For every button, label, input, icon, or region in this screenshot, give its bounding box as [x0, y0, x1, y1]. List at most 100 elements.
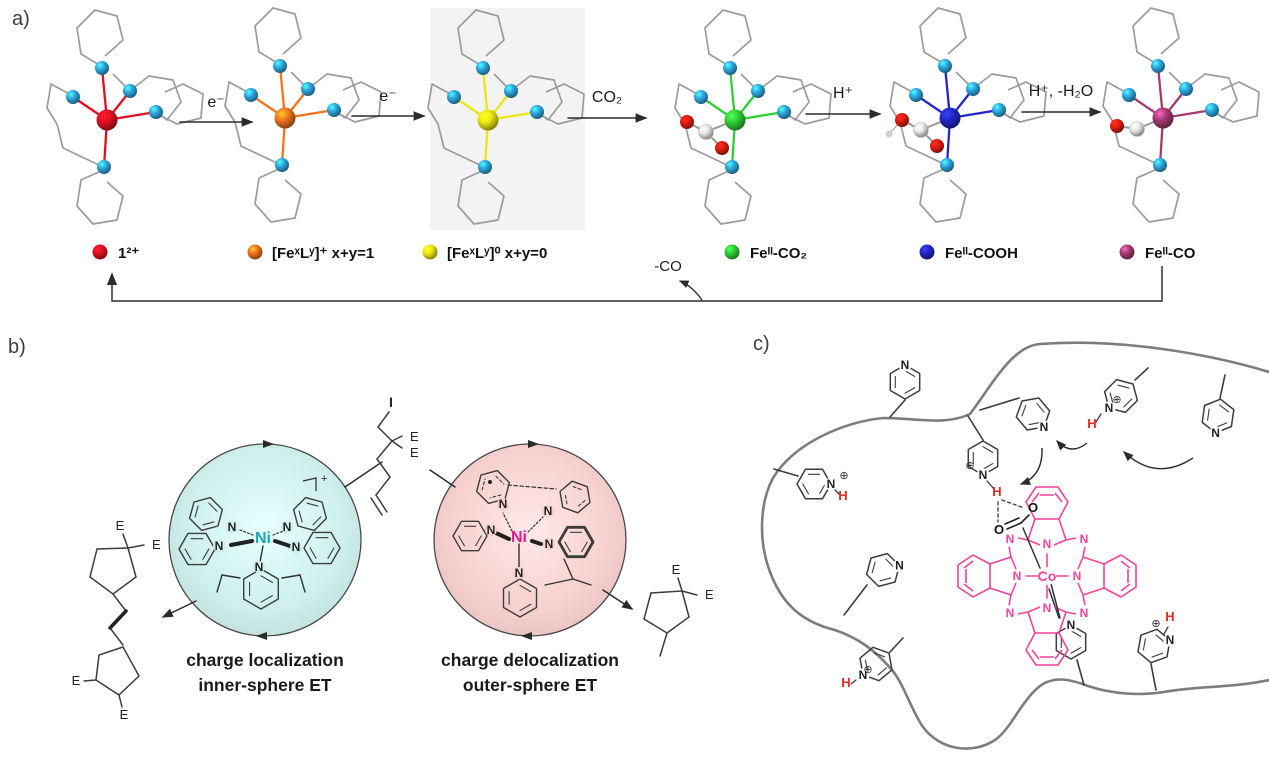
legend-item-3: [FeˣLʸ]⁰ x+y=0: [422, 244, 547, 262]
fe-complex-4: [674, 9, 832, 225]
nitrogen-atom: [694, 90, 708, 104]
caption-line1: charge delocalization: [441, 650, 619, 670]
panel-b-label: b): [8, 336, 26, 358]
nitrogen-atom: [275, 158, 289, 172]
proton-shuttle-arrow-1: [1019, 447, 1043, 485]
nitrogen-atom: [478, 160, 492, 174]
legend-item-2: [FeˣLʸ]⁺ x+y=1: [247, 244, 374, 262]
product-arrow-left: [161, 600, 197, 618]
pyridine-n-label: N: [1105, 401, 1114, 415]
pyrrole-n-label: N: [1073, 569, 1082, 583]
legend-dot: [422, 244, 438, 260]
legend-label: [FeˣLʸ]⁺ x+y=1: [272, 245, 374, 262]
metal-center: [724, 109, 746, 131]
legend-dot: [919, 244, 935, 260]
pyridine-n-label: N: [901, 358, 910, 372]
nitrogen-atom: [244, 88, 258, 102]
reaction-arrow-label: CO₂: [592, 89, 622, 106]
pyrrole-n-label: N: [1013, 569, 1022, 583]
aza-bridge-n-label: N: [1006, 532, 1015, 546]
nitrogen-atom: [777, 105, 791, 119]
n-donor-label: N: [283, 520, 292, 534]
n-donor-label: N: [292, 540, 301, 554]
ester-label: E: [672, 562, 681, 577]
ni-center-label: Ni: [255, 530, 271, 547]
nitrogen-atom: [504, 84, 518, 98]
dimer-product: E E E E: [72, 518, 161, 722]
highlight-box: [430, 8, 585, 230]
positive-charge-icon: ⊕: [1112, 394, 1121, 406]
fe-complex-6: [1102, 7, 1260, 223]
cycle-return-arrow: -CO: [106, 258, 1163, 302]
radical-dot: [488, 480, 492, 484]
pyridine-n-label: N: [827, 477, 836, 491]
co-carboxylate-bond: [1022, 527, 1041, 569]
legend-item-6: Feᴵᴵ-CO: [1119, 244, 1196, 262]
nitrogen-atom: [940, 158, 954, 172]
pyridinium-top-right: N⊕ H: [1087, 367, 1149, 431]
nitrogen-atom: [1122, 88, 1136, 102]
iodide-label: I: [389, 394, 393, 410]
nitrogen-atom: [273, 59, 287, 73]
co-pyridine-bond: [1050, 583, 1061, 619]
co-ligand: [1110, 117, 1164, 137]
pyridine-far-right: N: [1201, 374, 1235, 440]
reaction-arrow-4: H⁺: [805, 85, 882, 119]
panel-a-label: a): [12, 8, 30, 30]
co-release-arrow: [678, 280, 703, 301]
proton-shuttle-arrow-3: [1122, 451, 1194, 470]
nitrogen-atom: [97, 160, 111, 174]
nitrogen-atom: [725, 160, 739, 174]
legend-dot: [92, 244, 108, 260]
nitrogen-atom: [476, 61, 490, 75]
metal-center: [1152, 107, 1174, 129]
aza-bridge-n-label: N: [1080, 606, 1089, 620]
reaction-arrow-5: H⁺, -H₂O: [1021, 83, 1102, 117]
polymer-boundary: [760, 341, 1269, 750]
reaction-arrow-label: e⁻: [207, 94, 224, 111]
ester-label: E: [152, 537, 161, 552]
nitrogen-atom: [447, 90, 461, 104]
legend-dot: [724, 244, 740, 260]
pyridinium-center-hbond-donor: N ⊕ H: [965, 415, 1002, 499]
pyridine-n-label: N: [1067, 618, 1076, 632]
ni-center-label: Ni: [511, 529, 527, 546]
rim-arrowhead-top: [263, 440, 274, 448]
nitrogen-atom: [992, 103, 1006, 117]
cation-bracket: [302, 477, 317, 491]
fe-complex-5: [885, 7, 1047, 223]
nitrogen-atom: [123, 84, 137, 98]
pyridinium-left: N⊕ H: [773, 468, 849, 503]
hydrogen-bond: [1001, 499, 1025, 509]
pyridine-n-label: N: [895, 559, 904, 573]
pyrrole-n-label: N: [1043, 537, 1052, 551]
nitrogen-atom: [1179, 82, 1193, 96]
fe-complex-3: [427, 9, 585, 225]
pyridine-mid-left: N: [843, 552, 906, 616]
pyridine-axial-co-bound: N: [1048, 588, 1087, 686]
legend-dot: [247, 244, 263, 260]
nitrogen-atom: [95, 61, 109, 75]
isoindole-unit: [1017, 606, 1077, 666]
pyridine-n-label: N: [859, 668, 868, 682]
cation-charge: +: [321, 473, 327, 485]
reaction-arrow-label: H⁺, -H₂O: [1029, 83, 1093, 100]
nitrogen-atom: [1151, 59, 1165, 73]
product-arrow-right: [602, 589, 634, 610]
nitrogen-atom: [751, 84, 765, 98]
n-donor-label: N: [499, 497, 508, 511]
n-donor-label: N: [228, 520, 237, 534]
nitrogen-atom: [301, 82, 315, 96]
fe-complex-1: [46, 9, 204, 225]
nitrogen-atom: [966, 82, 980, 96]
legend-label: [FeˣLʸ]⁰ x+y=0: [447, 245, 547, 262]
aza-bridge-n-label: N: [1080, 532, 1089, 546]
nitrogen-atom: [723, 61, 737, 75]
acidic-proton-label: H: [1165, 609, 1174, 624]
nitrogen-atom: [327, 103, 341, 117]
isoindole-unit: [1077, 546, 1137, 606]
metal-center: [96, 109, 118, 131]
pyridine-n-label: N: [1040, 420, 1049, 434]
